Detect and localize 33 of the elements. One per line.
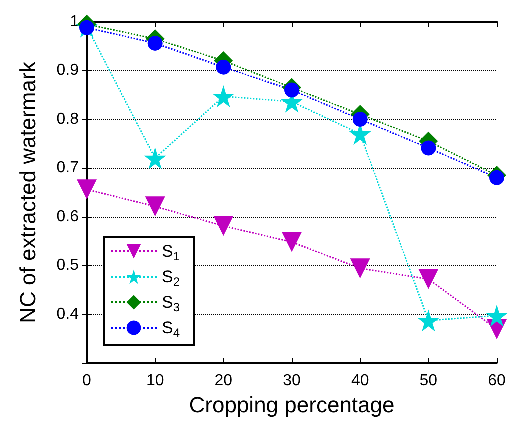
y-axis-title: NC of extracted watermark [16, 60, 40, 324]
x-tick-label: 60 [488, 372, 506, 390]
y-tick-label: 0.7 [56, 160, 80, 177]
point [418, 310, 440, 332]
x-tick-label: 0 [82, 372, 92, 390]
point [144, 147, 166, 170]
x-axis-title: Cropping percentage [189, 392, 395, 418]
x-tick-label: 40 [351, 372, 370, 390]
x-tick-label: 10 [146, 372, 164, 390]
y-tick-label: 0.5 [56, 257, 80, 274]
y-tick-label: 0.4 [56, 306, 80, 323]
y-tick-label: 0.6 [56, 208, 80, 226]
point [216, 60, 232, 75]
point [418, 269, 439, 290]
point [486, 304, 508, 327]
point [214, 216, 234, 236]
point [77, 180, 97, 200]
y-tick-label: 0.9 [56, 62, 80, 80]
point [421, 140, 436, 156]
x-tick-label: 20 [214, 372, 233, 390]
point [350, 258, 370, 279]
point [282, 232, 302, 252]
point [212, 86, 235, 108]
y-tick-label: 1 [70, 14, 80, 30]
y-tick-label: 0.8 [56, 110, 80, 128]
point [145, 196, 166, 217]
point [490, 170, 504, 186]
x-tick-label: 50 [420, 372, 438, 390]
point [352, 112, 368, 127]
point [284, 82, 300, 98]
point [80, 20, 94, 36]
x-tick-label: 30 [283, 372, 301, 390]
point [148, 36, 163, 51]
